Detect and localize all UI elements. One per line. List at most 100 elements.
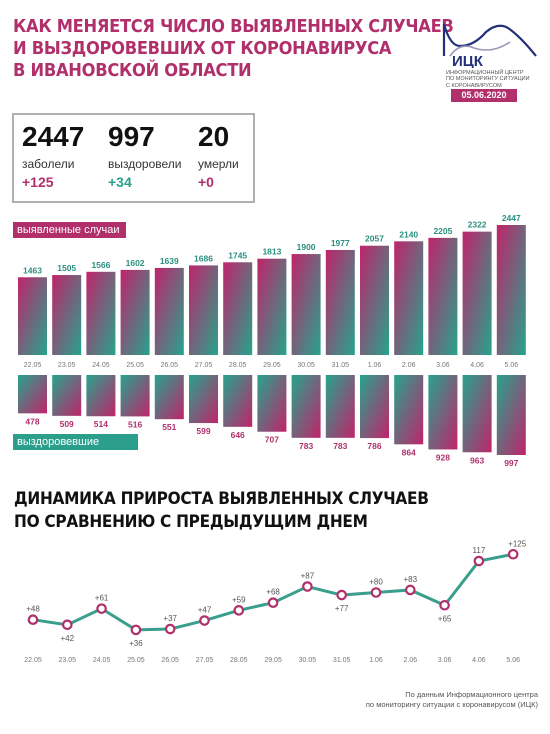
increase-value-label: +125 [508,540,527,548]
recovered-bar [223,375,253,427]
stat-deaths-delta: +0 [198,174,214,190]
recovered-value-label: 478 [25,416,39,426]
footer-line: По данным Информационного центра [405,690,538,699]
increase-point [302,581,313,592]
source-footer: По данным Информационного центра по мони… [366,690,538,710]
title-line: КАК МЕНЯЕТСЯ ЧИСЛО ВЫЯВЛЕННЫХ СЛУЧАЕВ [13,17,454,37]
recovered-value-label: 509 [60,419,74,429]
date-tick-label: 2.06 [403,657,417,664]
increase-value-label: +68 [266,588,280,597]
cases-value-label: 1566 [91,260,110,270]
cases-bar [18,277,47,355]
legend-cases: выявленные случаи [13,222,126,238]
cases-value-label: 1463 [23,265,42,275]
recovered-bar [462,375,492,453]
date-tick-label: 5.06 [504,362,518,369]
recovered-bar [291,375,321,438]
date-tick-label: 3.06 [438,657,452,664]
date-tick-label: 23.05 [59,657,77,664]
increase-point [267,597,279,608]
cases-value-label: 1813 [262,247,281,257]
date-tick-label: 23.05 [58,362,76,369]
date-tick-label: 26.05 [161,362,179,369]
increase-value-label: +80 [369,578,383,587]
recovered-bar [52,375,82,416]
bar-chart: 1463 22.05 478 1505 23.05 509 1566 24.05 514 1602… [18,213,526,468]
increase-point [336,589,347,601]
logo-subtitle-line: ИНФОРМАЦИОННЫЙ ЦЕНТР [446,70,524,76]
date-tick-label: 2.06 [402,362,416,369]
increase-value-label: +36 [129,639,143,648]
cases-value-label: 1602 [126,258,145,268]
date-tick-label: 22.05 [24,657,42,664]
cases-bar [496,225,526,355]
cases-value-label: 1900 [297,242,316,252]
stat-deaths: 20 умерли +0 [198,121,239,191]
date-tick-label: 3.06 [436,362,450,369]
date-tick-label: 25.05 [126,362,144,369]
increase-value-label: +37 [163,614,177,623]
date-tick-label: 30.05 [297,362,315,369]
date-tick-label: 24.05 [92,362,110,369]
cases-bar [325,249,355,355]
increase-point [130,624,142,636]
recovered-bar [428,375,458,450]
cases-bar [257,258,287,355]
recovered-value-label: 783 [299,441,313,451]
recovered-bar [189,375,218,424]
recovered-bar [154,375,184,420]
cases-bar [291,254,321,355]
recovered-bar [18,375,47,414]
recovered-value-label: 707 [265,435,279,445]
cases-bar [394,241,424,355]
stat-recovered-delta: +34 [108,174,132,190]
recovered-value-label: 783 [333,441,347,451]
logo-curve-icon [442,23,537,57]
increase-point [27,614,39,625]
recovered-bar [360,375,389,439]
increase-value-label: +83 [404,575,418,584]
increase-value-label: +47 [198,606,212,615]
line-chart: +48 22.05 +42 23.05 +61 24.05 +36 25.05 +37 26.05… [24,540,527,664]
recovered-value-label: 786 [367,441,381,451]
stat-cases-label: заболели [22,157,75,171]
increase-value-label: 117 [473,546,486,555]
page-title: КАК МЕНЯЕТСЯ ЧИСЛО ВЫЯВЛЕННЫХ СЛУЧАЕВ И … [13,16,454,82]
date-tick-label: 28.05 [230,657,248,664]
dynamics-title: ДИНАМИКА ПРИРОСТА ВЫЯВЛЕННЫХ СЛУЧАЕВ ПО … [14,487,429,533]
cases-bar [86,271,116,355]
date-tick-label: 4.06 [472,657,486,664]
logo-subtitle-line: ПО МОНИТОРИНГУ СИТУАЦИИ [446,76,530,83]
cases-bar [52,275,82,355]
increase-point [439,599,450,611]
stat-deaths-value: 20 [198,121,230,152]
date-tick-label: 27.05 [195,362,213,369]
date-tick-label: 5.06 [506,657,520,664]
date-tick-label: 29.05 [263,362,281,369]
date-tick-label: 28.05 [229,362,247,369]
date-tick-label: 1.06 [369,657,383,664]
increase-value-label: +61 [95,594,109,603]
cases-value-label: 2057 [365,234,384,244]
stats-box: 2447 заболели +125 997 выздоровели +34 2… [12,113,255,203]
logo-subtitle: ИНФОРМАЦИОННЫЙ ЦЕНТР ПО МОНИТОРИНГУ СИТУ… [446,70,541,89]
dynamics-title-line: ПО СРАВНЕНИЮ С ПРЕДЫДУЩИМ ДНЕМ [14,512,368,531]
increase-point [507,548,519,560]
cases-bar [360,245,389,355]
date-tick-label: 25.05 [127,657,145,664]
recovered-value-label: 551 [162,422,176,432]
cases-value-label: 2322 [468,220,487,230]
date-tick-label: 4.06 [470,362,484,369]
cases-value-label: 1505 [57,263,76,273]
recovered-bar [394,375,424,445]
increase-point [62,619,73,631]
increase-value-label: +65 [438,614,452,623]
date-tick-label: 27.05 [196,657,214,664]
title-line: В ИВАНОВСКОЙ ОБЛАСТИ [13,61,252,81]
date-badge: 05.06.2020 [451,89,517,102]
date-tick-label: 24.05 [93,657,111,664]
date-tick-label: 31.05 [332,362,350,369]
cases-bar [120,269,150,355]
stat-cases: 2447 заболели +125 [22,121,84,191]
cases-value-label: 1686 [194,253,213,263]
